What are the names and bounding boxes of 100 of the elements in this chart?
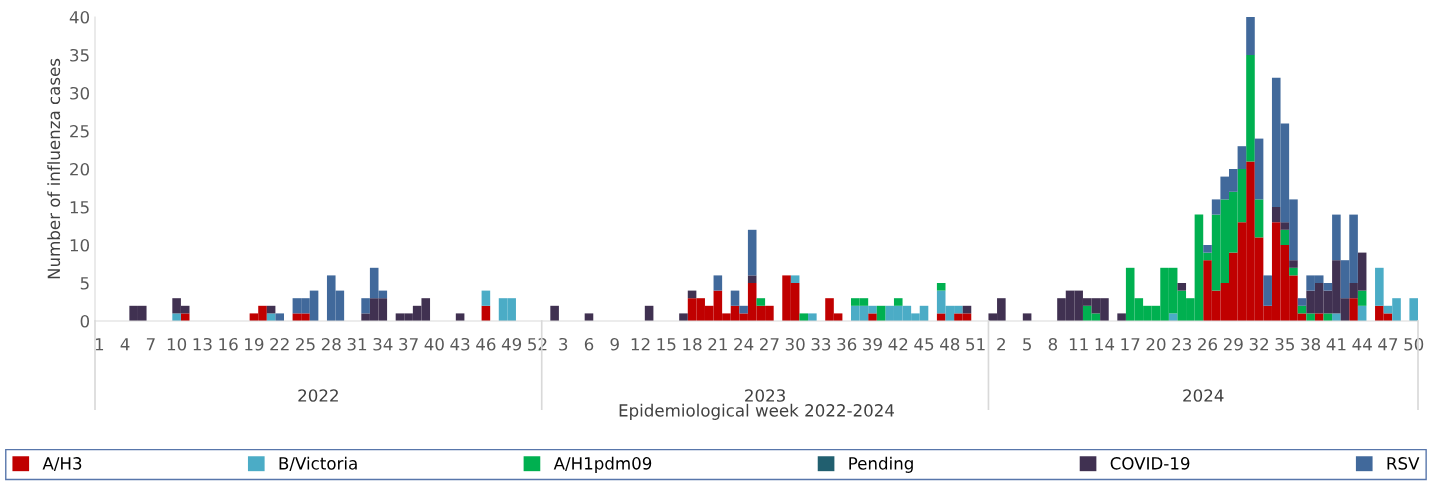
legend-label: B/Victoria (279, 456, 357, 471)
bar (1254, 138, 1264, 200)
bar (936, 283, 946, 291)
x-tick-label: 5 (1023, 338, 1031, 351)
x-tick-label: 4 (120, 338, 130, 351)
x-tick-label: 20 (1146, 337, 1166, 351)
bar (893, 298, 903, 306)
x-tick-label: 3 (559, 337, 568, 351)
x-tick-label: 47 (1378, 338, 1398, 351)
x-tick-label: 50 (1404, 337, 1424, 351)
bar (756, 298, 766, 306)
x-tick-label: 40 (424, 337, 444, 351)
x-tick-label: 6 (584, 337, 594, 351)
x-tick-label: 22 (270, 337, 289, 351)
bar (1117, 313, 1126, 321)
x-tick-label: 44 (1352, 338, 1372, 351)
x-tick-label: 42 (888, 337, 908, 351)
bar (808, 313, 817, 321)
x-tick-label: 31 (347, 337, 367, 351)
bar (747, 229, 757, 276)
x-tick-label: 21 (708, 337, 727, 351)
x-tick-label: 39 (863, 337, 882, 351)
bar (868, 313, 877, 321)
bar (799, 313, 809, 321)
x-tick-label: 45 (914, 338, 934, 351)
x-tick-label: 25 (296, 337, 315, 351)
bar (1237, 146, 1247, 169)
y-tick-label: 10 (70, 238, 90, 252)
x-tick-label: 33 (811, 337, 831, 351)
bar (1375, 267, 1384, 306)
bar (1289, 260, 1298, 268)
bar (1332, 313, 1341, 321)
bar (1254, 199, 1264, 238)
y-tick-label: 15 (70, 201, 89, 214)
x-tick-label: 11 (1069, 338, 1088, 351)
x-tick-label: 15 (657, 338, 676, 351)
bar (180, 313, 190, 321)
x-tick-label: 18 (683, 337, 702, 351)
bar (790, 275, 800, 283)
x-tick-label: 43 (450, 337, 470, 351)
legend-label: Pending (849, 456, 913, 473)
bar (1280, 229, 1290, 245)
bar (481, 290, 491, 306)
x-tick-label: 29 (1223, 337, 1243, 351)
x-tick-label: 14 (1095, 338, 1115, 351)
bar (747, 275, 757, 283)
bar (1323, 283, 1333, 291)
x-tick-label: 38 (1301, 337, 1321, 351)
bar (275, 313, 284, 321)
x-tick-label: 9 (610, 337, 619, 351)
x-tick-label: 41 (1326, 338, 1346, 351)
y-tick-label: 30 (70, 86, 90, 100)
x-axis-title: Epidemiological week 2022-2024 (619, 403, 895, 420)
x-tick-label: 51 (966, 338, 985, 351)
bar (730, 290, 740, 306)
bar (1306, 313, 1315, 321)
x-tick-label: 24 (734, 337, 754, 351)
y-axis-title: Number of influenza cases (47, 58, 61, 279)
x-tick-label: 30 (785, 337, 805, 351)
bar (1263, 275, 1272, 306)
x-tick-label: 10 (167, 337, 187, 351)
y-tick-label: 0 (80, 314, 90, 328)
legend-label: A/H3 (42, 457, 82, 471)
bar (679, 313, 688, 321)
x-tick-label: 16 (219, 337, 238, 351)
x-tick-label: 35 (1275, 337, 1294, 351)
bar (172, 313, 181, 321)
x-tick-label: 28 (321, 337, 341, 351)
legend-label: COVID-19 (1110, 457, 1190, 470)
bar (1409, 298, 1418, 321)
x-tick-label: 23 (1172, 337, 1192, 351)
x-tick-label: 34 (373, 337, 393, 351)
y-tick-label: 25 (70, 124, 89, 138)
bar (1289, 267, 1298, 276)
bar (1246, 55, 1255, 162)
x-tick-label: 48 (940, 337, 960, 351)
bar (1246, 17, 1255, 55)
bar (1203, 245, 1212, 253)
bar (713, 275, 723, 291)
y-tick-label: 20 (70, 162, 90, 176)
x-tick-label: 49 (501, 337, 522, 351)
y-tick-label: 40 (69, 10, 90, 24)
x-tick-label: 19 (245, 337, 264, 351)
x-tick-label: 2 (997, 337, 1005, 351)
x-tick-label: 32 (1249, 337, 1268, 351)
x-tick-label: 46 (476, 337, 496, 351)
x-tick-label: 37 (399, 337, 418, 351)
bar (936, 313, 946, 321)
bar (739, 305, 748, 314)
bar (1271, 207, 1281, 223)
legend-label: RSV (1387, 457, 1420, 470)
x-tick-label: 13 (193, 337, 212, 351)
bar (1280, 222, 1290, 230)
bar (1349, 298, 1358, 321)
text: 2024 (1183, 389, 1224, 402)
x-tick-label: 36 (837, 337, 857, 351)
legend-label: A/H1pdm09 (553, 456, 652, 473)
bar (1332, 214, 1341, 261)
x-tick-label: 7 (146, 338, 155, 351)
bar (1357, 290, 1367, 306)
